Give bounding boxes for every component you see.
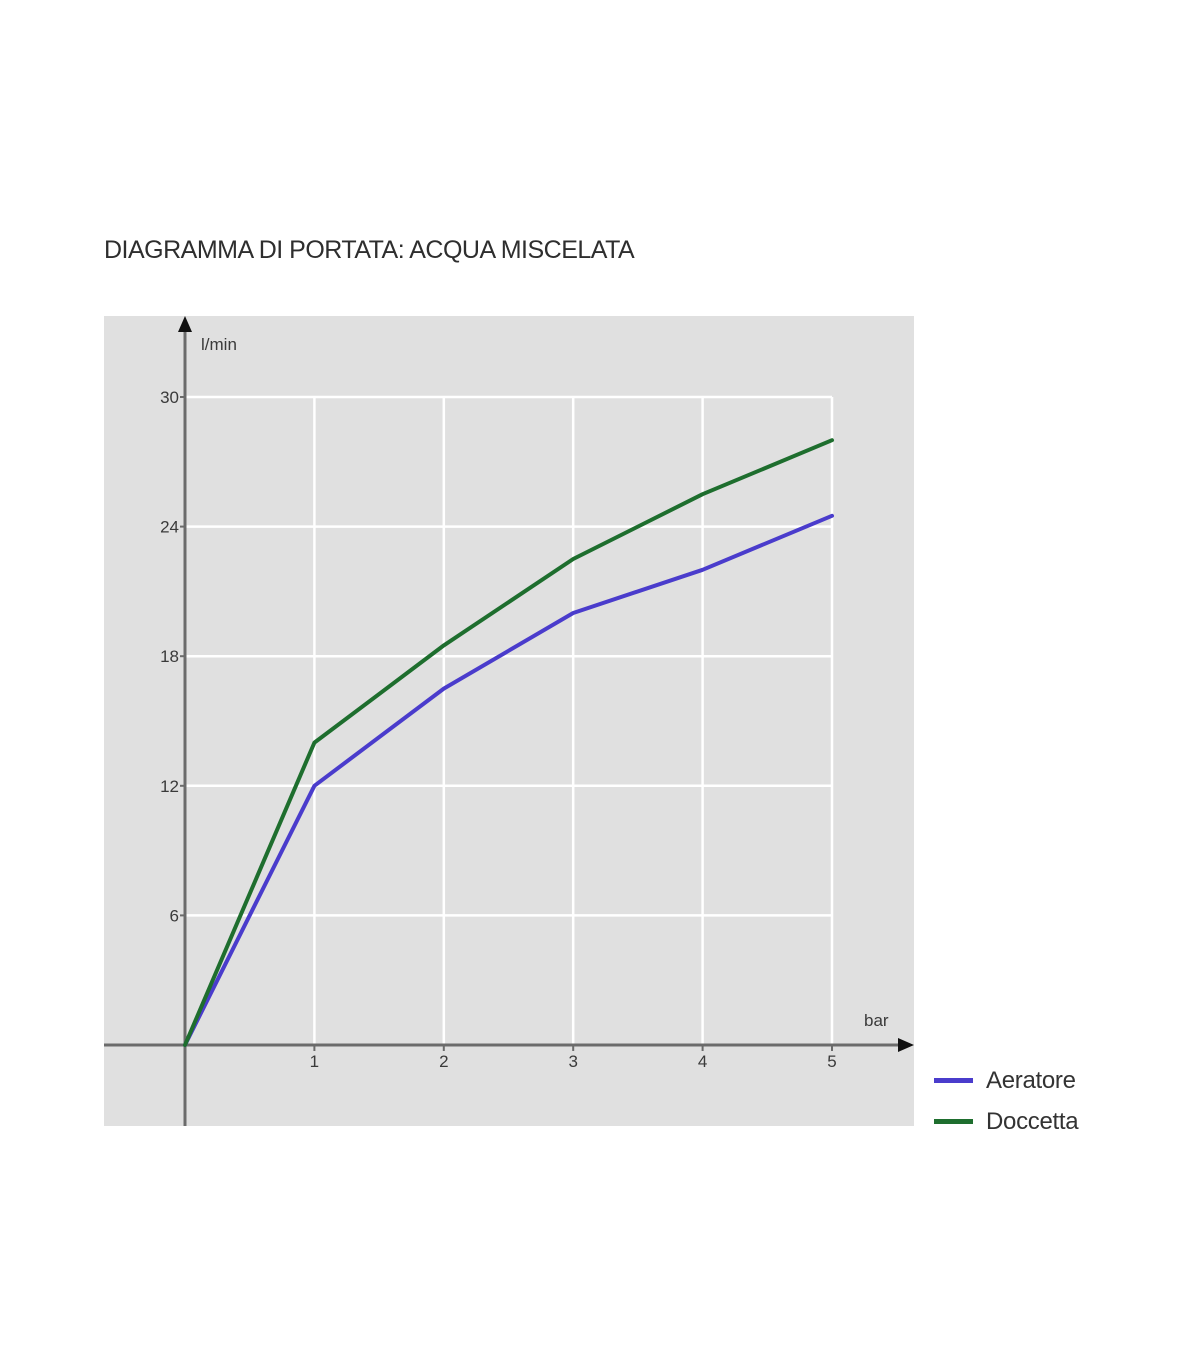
x-axis-arrow [898,1038,914,1052]
x-tick-label: 5 [827,1052,836,1071]
y-tick-label: 6 [170,906,179,925]
series-line-aeratore [183,513,834,1047]
legend-swatch [934,1119,973,1124]
legend-item: Doccetta [934,1101,1079,1142]
plot-background [104,316,914,1126]
series-line-doccetta [183,438,834,1047]
y-axis-label: l/min [201,335,237,354]
series [183,438,834,1047]
x-tick-label: 3 [568,1052,577,1071]
x-tick-label: 2 [439,1052,448,1071]
y-tick-label: 12 [160,777,179,796]
y-tick-label: 30 [160,388,179,407]
y-tick-label: 18 [160,647,179,666]
x-tick-label: 1 [310,1052,319,1071]
legend-item: Aeratore [934,1060,1078,1101]
x-axis-label: bar [864,1011,889,1030]
x-tick-label: 4 [698,1052,707,1071]
grid [185,395,834,1045]
y-axis-arrow [178,316,192,332]
legend-swatch [934,1078,973,1083]
y-tick-label: 24 [160,518,179,537]
legend: Aeratore Doccetta [934,1060,1079,1142]
legend-label: Doccetta [986,1107,1079,1135]
legend-label: Aeratore [986,1066,1076,1094]
chart-title: DIAGRAMMA DI PORTATA: ACQUA MISCELATA [104,236,635,264]
